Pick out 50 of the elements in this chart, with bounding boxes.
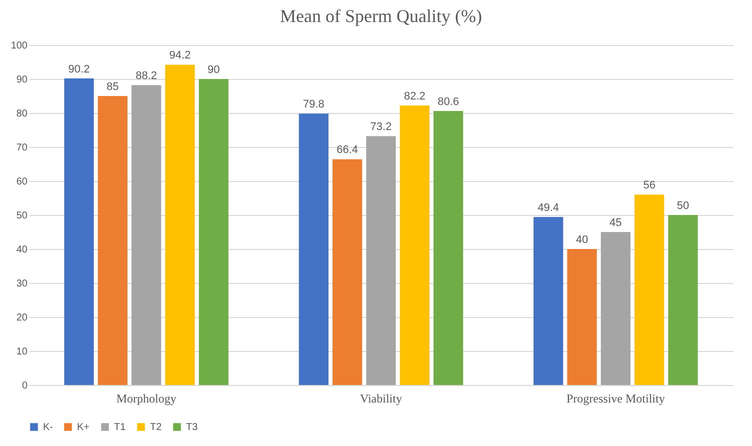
bar bbox=[400, 106, 430, 385]
data-label: 85 bbox=[106, 81, 119, 93]
data-label: 56 bbox=[643, 180, 656, 192]
legend-label: T2 bbox=[150, 422, 162, 433]
bar bbox=[434, 110, 464, 385]
bar bbox=[165, 64, 195, 385]
data-label: 66.4 bbox=[336, 144, 358, 156]
y-tick-label: 70 bbox=[16, 142, 28, 154]
y-tick-label: 50 bbox=[16, 210, 28, 222]
data-label: 94.2 bbox=[169, 50, 191, 62]
y-tick-label: 10 bbox=[16, 346, 28, 358]
y-tick-label: 90 bbox=[16, 74, 28, 86]
bar bbox=[668, 215, 698, 385]
data-label: 90 bbox=[208, 64, 220, 76]
data-label: 49.4 bbox=[538, 202, 560, 214]
bar bbox=[567, 249, 597, 385]
x-tick-label: Morphology bbox=[116, 392, 176, 406]
legend-label: K- bbox=[43, 422, 53, 433]
chart-title: Mean of Sperm Quality (%) bbox=[280, 6, 482, 26]
y-tick-label: 100 bbox=[10, 40, 28, 52]
bar bbox=[298, 114, 328, 385]
bar bbox=[132, 85, 162, 385]
data-label: 88.2 bbox=[136, 70, 158, 82]
x-tick-label: Viability bbox=[360, 392, 402, 406]
bar bbox=[534, 217, 564, 385]
data-label: 90.2 bbox=[68, 63, 90, 76]
bar bbox=[64, 78, 94, 385]
bar bbox=[634, 194, 664, 385]
data-label: 79.8 bbox=[302, 98, 324, 111]
data-label: 80.6 bbox=[438, 96, 460, 108]
data-label: 40 bbox=[576, 234, 588, 246]
legend-label: K+ bbox=[77, 422, 90, 433]
x-tick-label: Progressive Motility bbox=[566, 392, 665, 406]
y-tick-label: 40 bbox=[16, 244, 28, 256]
bar bbox=[332, 159, 362, 385]
data-label: 82.2 bbox=[404, 90, 426, 103]
bar bbox=[198, 79, 228, 385]
y-tick-label: 20 bbox=[16, 312, 28, 324]
y-tick-label: 30 bbox=[16, 278, 28, 290]
legend-label: T1 bbox=[114, 422, 126, 433]
y-tick-label: 60 bbox=[16, 176, 28, 188]
bar bbox=[366, 136, 396, 385]
bar bbox=[98, 96, 128, 385]
data-label: 45 bbox=[610, 217, 622, 229]
y-tick-label: 80 bbox=[16, 108, 28, 120]
bar bbox=[600, 232, 630, 385]
legend-label: T3 bbox=[186, 422, 198, 433]
data-label: 73.2 bbox=[370, 121, 392, 134]
y-tick-label: 0 bbox=[22, 380, 28, 392]
data-label: 50 bbox=[676, 200, 690, 212]
